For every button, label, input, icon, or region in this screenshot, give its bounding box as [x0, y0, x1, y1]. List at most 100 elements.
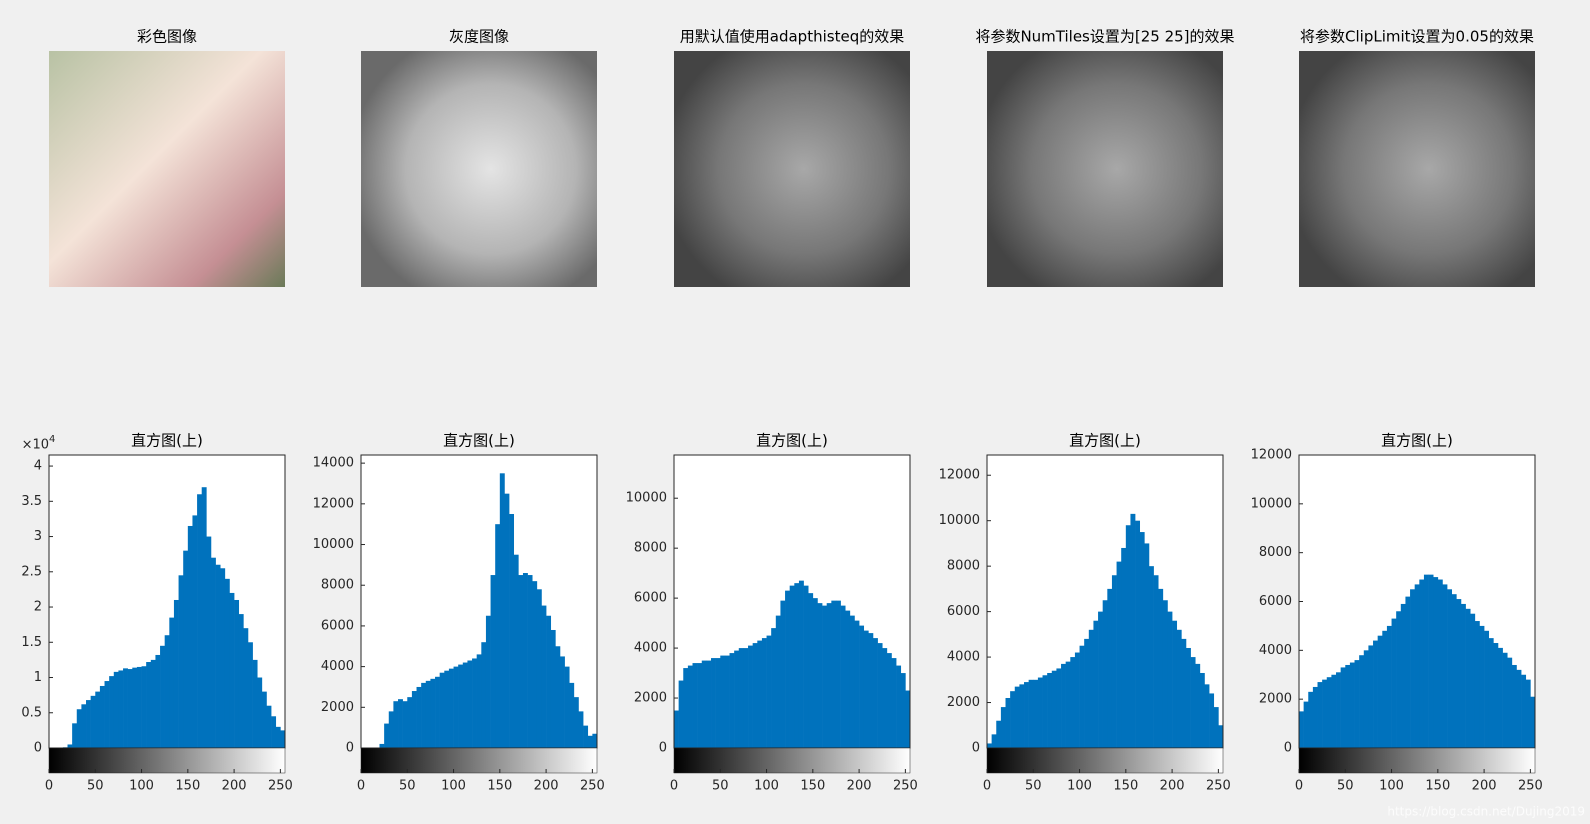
- bar: [1456, 599, 1462, 748]
- bar: [872, 638, 878, 748]
- x-tick-label: 200: [534, 779, 559, 794]
- bar: [402, 701, 408, 748]
- bar: [1010, 691, 1016, 748]
- bar: [136, 666, 142, 748]
- bar: [1303, 701, 1309, 748]
- bar: [1525, 679, 1531, 748]
- bar: [1331, 674, 1337, 748]
- x-tick-label: 200: [1472, 779, 1497, 794]
- image: [361, 51, 597, 287]
- bar: [421, 682, 427, 748]
- bar: [72, 723, 78, 748]
- bar: [1410, 589, 1415, 748]
- bar: [187, 525, 193, 748]
- bar: [1373, 640, 1378, 748]
- image-title: 彩色图像: [137, 28, 197, 46]
- y-tick-label: 0: [346, 741, 354, 756]
- watermark: https://blog.csdn.net/Dujing2019: [1387, 805, 1585, 819]
- bar: [1484, 630, 1490, 748]
- bar: [761, 638, 767, 748]
- bar: [238, 614, 244, 748]
- bar: [1148, 566, 1154, 748]
- y-tick-label: 8000: [634, 541, 667, 556]
- bar: [393, 701, 399, 748]
- bar: [453, 666, 459, 748]
- y-exponent: 4: [49, 434, 55, 445]
- bar: [863, 630, 869, 748]
- bar: [592, 733, 598, 748]
- bar: [1299, 711, 1304, 748]
- bar: [900, 673, 906, 748]
- y-tick-label: 2.5: [21, 564, 42, 579]
- bar: [1326, 677, 1332, 748]
- bar: [1088, 629, 1094, 748]
- bar: [532, 581, 538, 748]
- x-tick-label: 0: [670, 779, 678, 794]
- x-tick-label: 150: [175, 779, 200, 794]
- y-tick-label: 12000: [313, 496, 354, 511]
- x-tick-label: 150: [1113, 779, 1138, 794]
- bar: [1363, 650, 1369, 748]
- bar: [252, 659, 258, 748]
- bar: [766, 635, 772, 748]
- bar: [155, 654, 161, 748]
- colorbar: [986, 747, 1224, 774]
- y-tick-label: 10000: [313, 537, 354, 552]
- chart-title: 直方图(上): [443, 432, 515, 450]
- bar: [118, 670, 124, 748]
- bar: [1382, 630, 1388, 748]
- bar: [113, 671, 119, 748]
- y-tick-label: 1.5: [21, 635, 42, 650]
- bar: [734, 650, 740, 748]
- y-tick-label: 4000: [947, 650, 980, 665]
- bar: [886, 653, 892, 748]
- y-tick-label: 10000: [1251, 496, 1292, 511]
- y-tick-label: 3.5: [21, 494, 42, 509]
- bar: [564, 666, 570, 748]
- bar: [1213, 707, 1219, 748]
- x-tick-label: 250: [1518, 779, 1543, 794]
- bar: [1102, 600, 1108, 748]
- image: [49, 51, 285, 287]
- bar: [1111, 575, 1117, 748]
- x-tick-label: 200: [222, 779, 247, 794]
- x-tick-label: 200: [1160, 779, 1185, 794]
- bar: [1158, 588, 1164, 748]
- y-tick-label: 10000: [626, 491, 667, 506]
- bar: [1451, 594, 1457, 748]
- bar: [674, 710, 679, 748]
- bar: [1005, 697, 1011, 748]
- x-tick-label: 50: [1337, 779, 1354, 794]
- bar: [1139, 532, 1145, 748]
- bar: [1024, 682, 1029, 748]
- bar: [1493, 643, 1499, 748]
- bar: [1479, 625, 1485, 748]
- bar: [95, 691, 101, 748]
- y-tick-label: 0.5: [21, 705, 42, 720]
- y-exponent-base: ×10: [22, 438, 49, 453]
- y-tick-label: 2000: [1259, 692, 1292, 707]
- bar: [1000, 707, 1006, 748]
- bar: [1181, 638, 1187, 748]
- bar: [146, 662, 152, 748]
- bar: [411, 691, 417, 748]
- bar: [868, 633, 874, 748]
- bar: [849, 615, 855, 748]
- bar: [169, 617, 175, 748]
- bar: [711, 658, 716, 748]
- bar: [1340, 667, 1346, 748]
- bar: [407, 697, 413, 748]
- bar: [1172, 620, 1178, 748]
- bar: [444, 670, 450, 748]
- bar: [550, 629, 556, 748]
- x-tick-label: 100: [754, 779, 779, 794]
- bar: [1502, 652, 1508, 748]
- image-title: 将参数NumTiles设置为[25 25]的效果: [975, 28, 1234, 46]
- y-tick-label: 6000: [1259, 594, 1292, 609]
- y-tick-label: 6000: [947, 604, 980, 619]
- bar: [485, 615, 491, 748]
- bar: [425, 680, 431, 748]
- bar: [692, 663, 698, 748]
- y-tick-label: 10000: [939, 513, 980, 528]
- bar: [1065, 661, 1071, 748]
